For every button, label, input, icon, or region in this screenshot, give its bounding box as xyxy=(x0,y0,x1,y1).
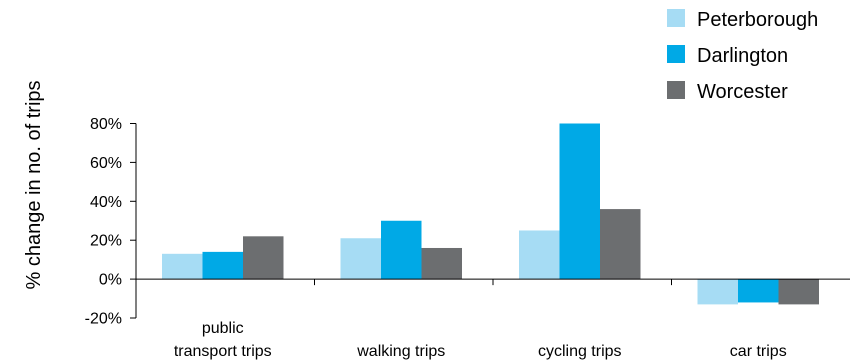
legend-swatch-peterborough xyxy=(667,9,685,27)
bar-darlington-0 xyxy=(202,251,243,280)
x-category-label: car trips xyxy=(730,343,787,360)
bar-darlington-1 xyxy=(381,220,422,280)
bar-peterborough-1 xyxy=(340,238,381,280)
legend-swatch-darlington xyxy=(667,45,685,63)
y-tick-label: 60% xyxy=(90,155,122,172)
y-tick-label: 40% xyxy=(90,194,122,211)
legend-swatch-worcester xyxy=(667,81,685,99)
bar-worcester-3 xyxy=(778,279,819,305)
x-category-label: cycling trips xyxy=(538,343,622,360)
y-axis-ticks: 80% 60% 40% 20% 0% -20% xyxy=(85,116,136,328)
x-category-label: public transport trips xyxy=(174,320,272,360)
legend: Peterborough Darlington Worcester xyxy=(667,9,818,103)
x-category-label: walking trips xyxy=(356,343,445,360)
legend-label-darlington: Darlington xyxy=(697,45,788,67)
bars xyxy=(162,123,819,305)
x-axis-labels: public transport trips walking trips cyclin… xyxy=(174,320,787,360)
x-axis-ticks xyxy=(314,279,672,286)
bar-worcester-0 xyxy=(243,236,284,280)
y-tick-label: 0% xyxy=(99,272,122,289)
bar-peterborough-2 xyxy=(519,230,560,280)
bar-worcester-2 xyxy=(600,209,641,280)
y-tick-label: 80% xyxy=(90,116,122,133)
bar-peterborough-0 xyxy=(162,253,203,280)
bar-peterborough-3 xyxy=(697,279,738,305)
bar-worcester-1 xyxy=(421,247,462,280)
y-axis-label: % change in no. of trips xyxy=(23,80,45,289)
bar-darlington-3 xyxy=(738,279,779,303)
legend-label-peterborough: Peterborough xyxy=(697,9,818,31)
y-tick-label: 20% xyxy=(90,233,122,250)
y-tick-label: -20% xyxy=(85,311,122,328)
legend-label-worcester: Worcester xyxy=(697,81,788,103)
bar-darlington-2 xyxy=(559,123,600,280)
